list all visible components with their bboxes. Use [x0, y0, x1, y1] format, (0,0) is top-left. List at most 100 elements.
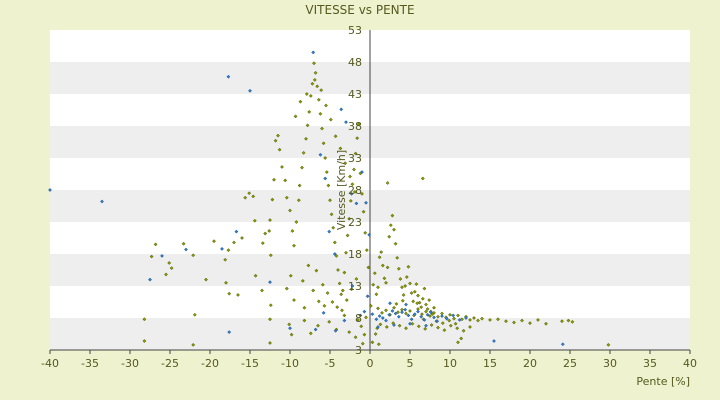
- data-point: [606, 342, 611, 347]
- data-point: [288, 326, 292, 331]
- data-point: [376, 306, 380, 311]
- data-point: [280, 165, 284, 169]
- data-point: [340, 288, 345, 293]
- data-point: [273, 138, 278, 143]
- data-point: [344, 120, 348, 125]
- data-point: [284, 195, 289, 200]
- data-point: [392, 305, 396, 310]
- data-point: [276, 133, 280, 138]
- data-point: [387, 312, 392, 317]
- data-point: [332, 252, 337, 256]
- data-point: [364, 248, 369, 253]
- y-tick-labels: 53 48 43 38 33 28 23 18 13 8 3: [348, 24, 362, 357]
- data-point: [320, 282, 325, 287]
- data-point: [393, 311, 398, 316]
- x-tick-label: 30: [603, 357, 617, 370]
- y-tick-label: 3: [355, 344, 362, 357]
- data-point: [315, 84, 320, 89]
- data-point: [370, 312, 375, 317]
- data-point: [300, 165, 304, 170]
- data-point: [302, 305, 307, 310]
- data-point: [373, 332, 378, 336]
- data-point: [566, 318, 571, 323]
- data-point: [360, 341, 365, 346]
- y-tick-label: 38: [348, 120, 362, 133]
- data-point: [330, 300, 335, 304]
- data-point: [354, 201, 359, 206]
- data-point: [448, 323, 453, 328]
- data-point: [444, 316, 449, 321]
- data-point: [313, 327, 318, 332]
- data-point: [288, 208, 292, 213]
- x-tick-label: 25: [563, 357, 577, 370]
- data-point: [440, 314, 444, 319]
- data-point: [319, 88, 324, 93]
- data-point: [284, 286, 289, 291]
- data-point: [459, 336, 464, 341]
- y-tick-label: 18: [348, 248, 362, 261]
- data-point: [419, 305, 424, 310]
- x-tick-label: -35: [81, 357, 99, 370]
- data-point: [560, 319, 564, 324]
- data-point: [223, 257, 228, 262]
- data-point: [448, 312, 452, 317]
- data-point: [260, 288, 264, 293]
- data-point: [361, 209, 366, 214]
- data-point: [272, 177, 276, 182]
- data-point: [240, 236, 244, 240]
- data-point: [289, 332, 294, 337]
- data-point: [398, 277, 403, 281]
- data-point: [283, 178, 288, 183]
- data-point: [468, 317, 472, 322]
- data-point: [268, 341, 272, 345]
- x-tick-label: 40: [683, 357, 697, 370]
- data-point: [169, 266, 174, 271]
- data-point: [409, 317, 414, 322]
- data-point: [388, 301, 392, 306]
- data-point: [366, 265, 371, 270]
- data-point: [520, 318, 524, 323]
- data-point: [320, 126, 324, 131]
- x-tick-label: 15: [483, 357, 497, 370]
- data-point: [312, 77, 317, 82]
- data-point: [456, 340, 460, 345]
- data-point: [333, 328, 338, 333]
- data-point: [404, 302, 408, 307]
- data-point: [349, 287, 354, 292]
- data-point: [401, 293, 406, 297]
- data-point: [322, 303, 327, 308]
- data-point: [344, 250, 348, 255]
- data-point: [408, 321, 412, 326]
- data-point: [301, 150, 306, 155]
- data-point: [447, 318, 452, 323]
- data-point: [248, 88, 252, 93]
- data-point: [442, 328, 447, 333]
- data-point: [339, 292, 344, 297]
- x-tick-label: -5: [325, 357, 336, 370]
- data-point: [298, 99, 303, 104]
- data-point: [321, 310, 326, 315]
- data-point: [350, 284, 355, 288]
- data-point: [318, 111, 323, 116]
- data-point: [363, 230, 368, 235]
- data-point: [377, 314, 382, 319]
- data-point: [472, 316, 476, 320]
- data-point: [544, 321, 548, 326]
- data-point: [408, 281, 412, 286]
- data-point: [480, 316, 484, 321]
- data-point: [504, 319, 508, 324]
- data-point: [292, 243, 296, 248]
- data-point: [432, 305, 436, 310]
- data-point: [243, 195, 248, 200]
- data-point: [311, 288, 316, 293]
- data-point: [455, 326, 460, 331]
- data-point: [290, 229, 295, 233]
- data-point: [236, 293, 240, 297]
- data-point: [425, 307, 430, 311]
- data-point: [342, 313, 347, 318]
- data-point: [367, 232, 372, 237]
- data-point: [318, 152, 323, 157]
- data-point: [428, 314, 432, 319]
- data-point: [420, 296, 425, 301]
